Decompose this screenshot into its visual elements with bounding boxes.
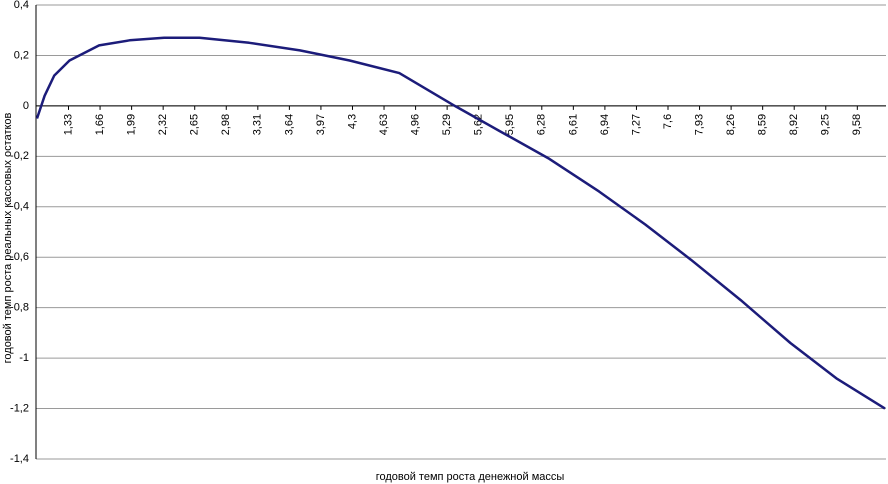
x-tick-label: 7,93	[693, 114, 705, 135]
x-tick-label: 3,31	[252, 114, 264, 135]
y-tick-label: -1,4	[10, 453, 29, 465]
y-tick-label: 0	[23, 100, 29, 112]
x-tick-label: 4,96	[409, 114, 421, 135]
y-axis-title: годовой темп роста реальных кассовых ост…	[2, 112, 14, 363]
x-tick-label: 9,58	[851, 114, 863, 135]
x-tick-label: 8,26	[725, 114, 737, 135]
x-tick-label: 2,32	[157, 114, 169, 135]
x-axis-title: годовой темп роста денежной массы	[376, 471, 565, 483]
x-tick-label: 5,29	[441, 114, 453, 135]
x-tick-label: 6,61	[567, 114, 579, 135]
x-tick-label: 7,6	[662, 114, 674, 129]
x-tick-label: 6,28	[536, 114, 548, 135]
x-tick-label: 5,95	[504, 114, 516, 135]
x-tick-label: 2,98	[220, 114, 232, 135]
y-tick-label: -0,6	[10, 251, 29, 263]
x-tick-label: 7,27	[630, 114, 642, 135]
x-tick-label: 1,66	[94, 114, 106, 135]
x-tick-label: 2,65	[189, 114, 201, 135]
y-tick-label: -1,2	[10, 402, 29, 414]
x-tick-label: 6,94	[599, 114, 611, 135]
y-tick-label: -0,2	[10, 150, 29, 162]
x-tick-label: 4,3	[346, 114, 358, 129]
x-tick-label: 8,59	[757, 114, 769, 135]
x-tick-label: 3,97	[315, 114, 327, 135]
x-tick-label: 3,64	[283, 114, 295, 135]
y-tick-label: -0,8	[10, 302, 29, 314]
y-tick-label: 0,2	[14, 49, 29, 61]
x-tick-label: 8,92	[788, 114, 800, 135]
x-tick-label: 1,33	[62, 114, 74, 135]
y-tick-label: -1	[19, 352, 29, 364]
y-tick-label: 0,4	[14, 0, 29, 11]
x-tick-label: 9,25	[820, 114, 832, 135]
x-tick-label: 1,99	[126, 114, 138, 135]
x-tick-label: 5,62	[473, 114, 485, 135]
line	[35, 36, 886, 410]
x-tick-label: 4,63	[378, 114, 390, 135]
y-tick-label: -0,4	[10, 201, 29, 213]
